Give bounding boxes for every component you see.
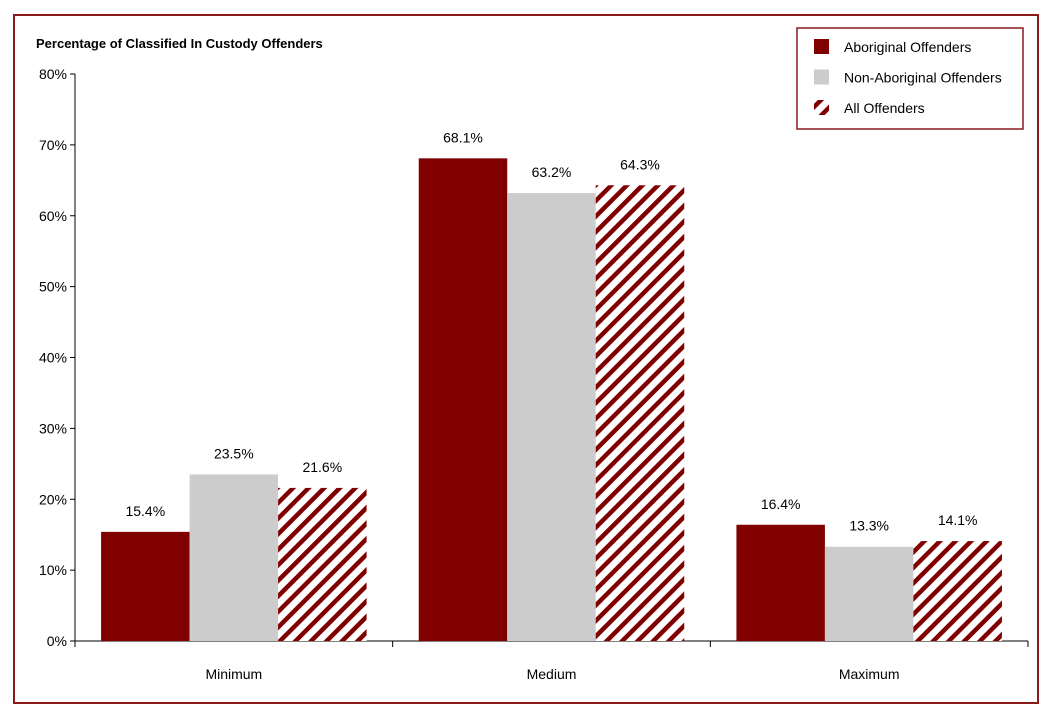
bar-maximum-1 — [736, 524, 825, 641]
bar-medium-3 — [595, 185, 685, 641]
y-tick-label: 70% — [39, 137, 67, 153]
data-label: 64.3% — [620, 156, 660, 172]
legend-box — [796, 27, 1024, 130]
x-tick-label: Medium — [527, 666, 577, 682]
data-label: 16.4% — [761, 496, 801, 512]
chart-title: Percentage of Classified In Custody Offe… — [36, 36, 323, 51]
data-label: 68.1% — [443, 129, 483, 145]
bar-minimum-3 — [278, 487, 367, 641]
data-label: 13.3% — [849, 518, 889, 534]
legend-label: Non-Aboriginal Offenders — [844, 70, 1002, 86]
data-label: 14.1% — [938, 512, 978, 528]
bar-maximum-3 — [913, 541, 1002, 641]
data-label: 23.5% — [214, 445, 254, 461]
legend: Aboriginal Offenders Non-Aboriginal Offen… — [796, 27, 1024, 130]
x-tick-label: Maximum — [839, 666, 900, 682]
y-tick-label: 10% — [39, 562, 67, 578]
legend-label: Aboriginal Offenders — [844, 39, 971, 55]
bar-medium-2 — [507, 193, 596, 641]
legend-swatch — [814, 69, 829, 85]
legend-label: All Offenders — [844, 100, 925, 116]
bar-minimum-1 — [101, 531, 190, 641]
y-tick-label: 40% — [39, 350, 67, 366]
data-label: 63.2% — [532, 164, 572, 180]
y-tick-label: 80% — [39, 66, 67, 82]
y-tick-label: 60% — [39, 208, 67, 224]
y-tick-label: 50% — [39, 279, 67, 295]
bar-medium-1 — [418, 158, 508, 641]
legend-swatch — [814, 39, 829, 54]
data-label: 21.6% — [302, 459, 342, 475]
y-tick-label: 20% — [39, 491, 67, 507]
legend-swatch — [814, 100, 829, 115]
y-tick-label: 0% — [47, 633, 67, 649]
data-label: 15.4% — [125, 503, 165, 519]
bar-maximum-2 — [824, 546, 914, 641]
bar-minimum-2 — [189, 474, 279, 641]
chart-frame — [13, 14, 1039, 704]
x-tick-label: Minimum — [205, 666, 262, 682]
y-tick-label: 30% — [39, 420, 67, 436]
